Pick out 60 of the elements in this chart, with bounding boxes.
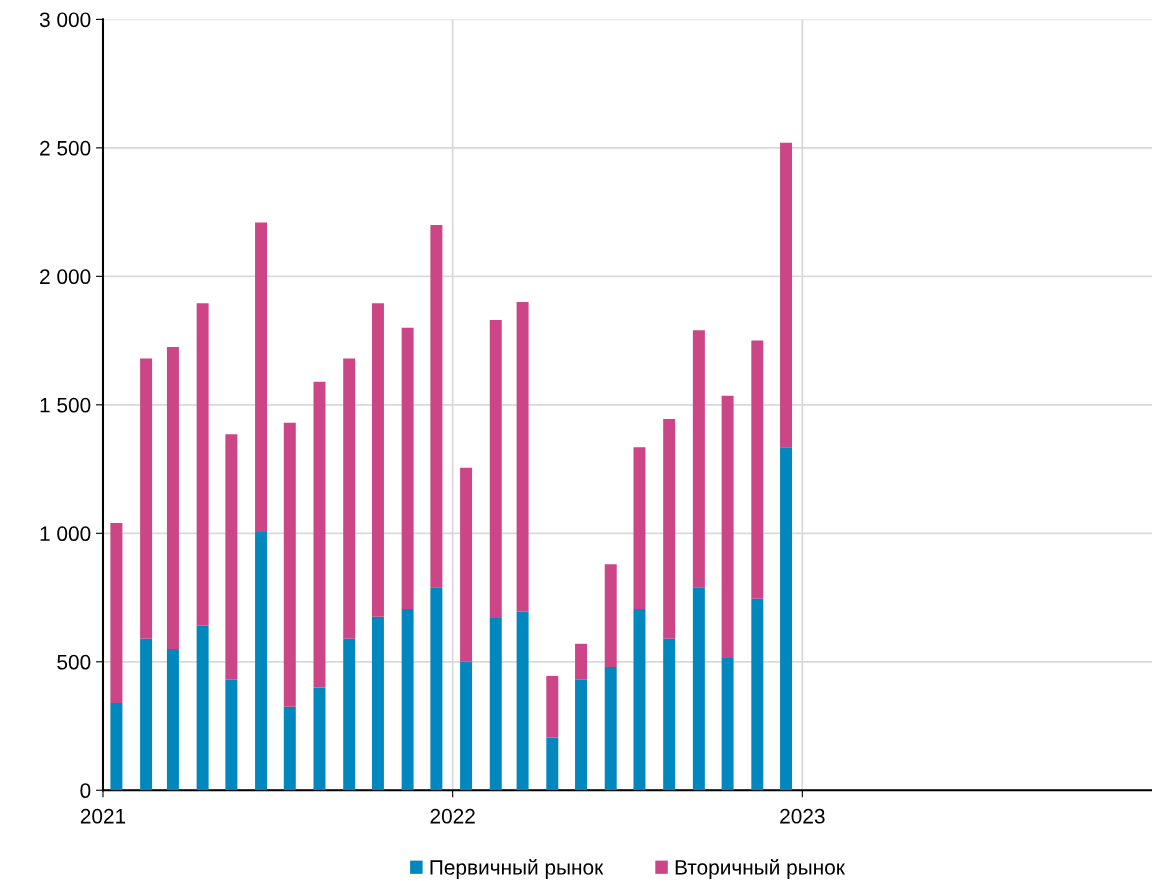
bar — [430, 224, 443, 588]
bar — [780, 142, 793, 448]
bar — [166, 347, 179, 649]
bar — [401, 609, 414, 791]
bar — [371, 616, 384, 791]
bar — [633, 609, 646, 791]
bar — [516, 302, 529, 612]
bar — [663, 418, 676, 639]
bar — [604, 564, 617, 667]
legend-label: Первичный рынок — [430, 859, 604, 879]
y-tick-label: 1 500 — [40, 397, 91, 413]
bar — [255, 532, 268, 791]
bar — [313, 381, 326, 688]
bar — [489, 618, 502, 791]
bar — [780, 447, 793, 791]
bar — [489, 320, 502, 619]
bar — [225, 434, 238, 680]
y-tick-label: 3 000 — [39, 12, 91, 28]
bar — [225, 679, 238, 791]
x-tick-label: 2022 — [430, 808, 475, 824]
bar — [546, 737, 559, 791]
bar — [255, 222, 268, 533]
bar — [313, 687, 326, 791]
x-tick-label: 2023 — [780, 808, 825, 824]
bar — [575, 643, 588, 680]
bar — [401, 327, 414, 610]
y-tick-label: 2 500 — [40, 140, 91, 156]
bar — [343, 638, 356, 791]
bar — [692, 330, 705, 588]
y-tick-label: 500 — [57, 654, 91, 670]
bar — [751, 598, 764, 791]
bar — [575, 679, 588, 791]
bar — [604, 666, 617, 791]
bar — [546, 675, 559, 738]
bar — [371, 303, 384, 617]
bar — [721, 395, 734, 658]
bar — [196, 625, 209, 791]
bar — [692, 587, 705, 791]
bar — [283, 422, 296, 707]
bar — [633, 447, 646, 610]
bar — [343, 358, 356, 639]
bar — [721, 657, 734, 791]
bar — [110, 702, 123, 791]
bar — [663, 638, 676, 791]
y-tick-label: 0 — [80, 783, 91, 799]
bar — [140, 358, 153, 639]
bar — [751, 340, 764, 599]
y-tick-label: 2 000 — [40, 269, 91, 285]
bar — [166, 648, 179, 791]
bar — [140, 638, 153, 791]
y-tick-label: 1 000 — [40, 526, 91, 542]
bar — [516, 611, 529, 791]
legend-label: Вторичный рынок — [675, 859, 845, 879]
bar — [283, 706, 296, 791]
bar — [430, 587, 443, 791]
bar — [460, 467, 473, 662]
bar — [460, 661, 473, 791]
bar — [110, 523, 123, 703]
x-tick-label: 2021 — [80, 808, 126, 824]
bar — [196, 303, 209, 626]
